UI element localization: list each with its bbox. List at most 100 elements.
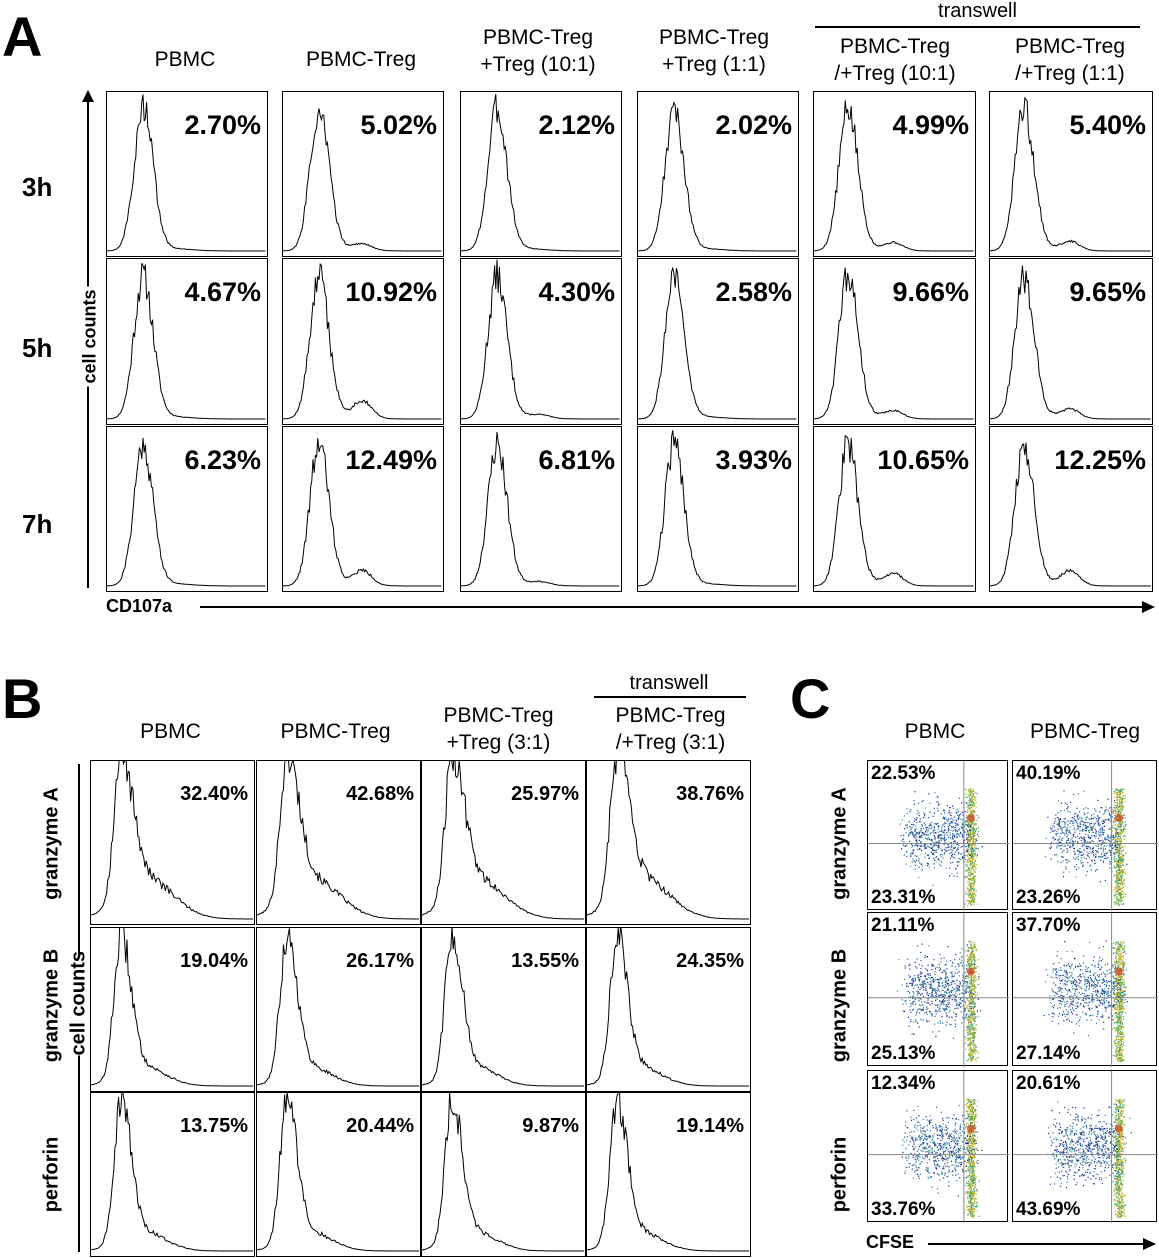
panel-c-bottom-percent-label: 25.13% [871, 1043, 935, 1065]
panel-a-col-head-3: PBMC-Treg+Treg (10:1) [458, 24, 618, 79]
panel-a-y-axis-label: cell counts [80, 287, 101, 387]
panel-c-letter: C [790, 666, 830, 731]
panel-c-x-arrow-head [1143, 1238, 1156, 1250]
panel-c-x-axis-label: CFSE [866, 1232, 914, 1253]
panel-a-col-head-5: PBMC-Treg/+Treg (10:1) [815, 33, 975, 88]
panel-b-row-granzyme-b: granzyme B [41, 936, 64, 1076]
panel-a-histogram-r3c4: 3.93% [637, 426, 799, 592]
panel-a-percent-label: 12.25% [1054, 445, 1146, 476]
panel-a-percent-label: 4.99% [892, 110, 969, 141]
panel-c-row-granzyme-a: granzyme A [829, 774, 852, 914]
panel-c-row-perforin: perforin [829, 1105, 852, 1245]
panel-b-histogram-r2c4: 24.35% [586, 927, 751, 1092]
panel-c-top-percent-label: 20.61% [1016, 1073, 1080, 1095]
panel-a-row-3h: 3h [22, 172, 52, 203]
panel-a-row-7h: 7h [22, 509, 52, 540]
panel-a-percent-label: 9.66% [892, 277, 969, 308]
panel-a-histogram-r2c4: 2.58% [637, 258, 799, 425]
panel-a-percent-label: 10.65% [877, 445, 969, 476]
panel-a-percent-label: 5.02% [360, 110, 437, 141]
panel-c-scatter-r1c1: 22.53% 23.31% [867, 760, 1008, 910]
panel-b-percent-label: 42.68% [346, 783, 414, 806]
panel-a-percent-label: 4.30% [538, 277, 615, 308]
panel-c-top-percent-label: 22.53% [871, 763, 935, 785]
panel-a-percent-label: 2.58% [715, 277, 792, 308]
panel-a-histogram-r3c2: 12.49% [282, 426, 444, 592]
panel-b-histogram-r2c3: 13.55% [421, 927, 586, 1092]
panel-a-percent-label: 10.92% [345, 277, 437, 308]
panel-c-scatter-r1c2: 40.19% 23.26% [1012, 760, 1157, 910]
panel-b-y-axis-label: cell counts [68, 956, 91, 1056]
panel-a-histogram-r2c2: 10.92% [282, 258, 444, 425]
panel-b-histogram-r1c4: 38.76% [586, 760, 751, 925]
panel-a-percent-label: 9.65% [1069, 277, 1146, 308]
panel-a-percent-label: 2.12% [538, 110, 615, 141]
panel-b-histogram-r1c3: 25.97% [421, 760, 586, 925]
panel-b-percent-label: 19.04% [180, 950, 248, 973]
panel-c-top-percent-label: 37.70% [1016, 915, 1080, 937]
panel-c-row-granzyme-b: granzyme B [829, 936, 852, 1076]
panel-b-percent-label: 13.55% [511, 950, 579, 973]
panel-b-percent-label: 20.44% [346, 1115, 414, 1138]
panel-a-histogram-r2c6: 9.65% [989, 258, 1153, 425]
panel-a-col-head-6: PBMC-Treg/+Treg (1:1) [990, 33, 1150, 88]
panel-a-histogram-r2c5: 9.66% [813, 258, 976, 425]
panel-b-histogram-r2c1: 19.04% [90, 927, 255, 1092]
panel-a-x-arrow-line [200, 606, 1144, 608]
panel-c-bottom-percent-label: 43.69% [1016, 1199, 1080, 1221]
panel-b-histogram-r3c1: 13.75% [90, 1092, 255, 1257]
panel-b-transwell-label: transwell [594, 672, 744, 695]
panel-c-col-head-2: PBMC-Treg [1013, 718, 1157, 745]
panel-b-histogram-r3c3: 9.87% [421, 1092, 586, 1257]
panel-c-top-percent-label: 21.11% [871, 915, 934, 937]
panel-a-histogram-r3c6: 12.25% [989, 426, 1153, 592]
panel-b-percent-label: 13.75% [180, 1115, 248, 1138]
panel-a-histogram-r1c5: 4.99% [813, 91, 976, 257]
panel-a-histogram-r3c5: 10.65% [813, 426, 976, 592]
panel-a-col-head-1: PBMC [105, 46, 265, 73]
panel-c-scatter-r3c2: 20.61% 43.69% [1012, 1070, 1157, 1222]
panel-a-histogram-r1c1: 2.70% [106, 91, 268, 257]
panel-a-x-axis-label: CD107a [106, 596, 172, 617]
panel-a-histogram-r2c1: 4.67% [106, 258, 268, 425]
panel-a-percent-label: 5.40% [1069, 110, 1146, 141]
panel-c-scatter-r2c2: 37.70% 27.14% [1012, 912, 1157, 1066]
panel-b-percent-label: 19.14% [676, 1115, 744, 1138]
panel-b-histogram-r3c2: 20.44% [256, 1092, 421, 1257]
panel-a-percent-label: 3.93% [715, 445, 792, 476]
panel-a-percent-label: 12.49% [345, 445, 437, 476]
panel-b-transwell-line [594, 696, 746, 698]
panel-c-top-percent-label: 12.34% [871, 1073, 935, 1095]
panel-b-col-head-4: PBMC-Treg/+Treg (3:1) [588, 702, 753, 757]
panel-a-percent-label: 2.02% [715, 110, 792, 141]
panel-a-letter: A [2, 4, 42, 69]
panel-b-histogram-r1c1: 32.40% [90, 760, 255, 925]
panel-b-histogram-r1c2: 42.68% [256, 760, 421, 925]
panel-a-histogram-r1c3: 2.12% [460, 91, 622, 257]
panel-b-percent-label: 25.97% [511, 783, 579, 806]
panel-b-percent-label: 26.17% [346, 950, 414, 973]
panel-a-y-arrow-head [82, 90, 94, 102]
panel-b-histogram-r2c2: 26.17% [256, 927, 421, 1092]
panel-a-percent-label: 2.70% [184, 110, 261, 141]
panel-a-histogram-r2c3: 4.30% [460, 258, 622, 425]
panel-a-percent-label: 4.67% [184, 277, 261, 308]
panel-b-percent-label: 9.87% [522, 1115, 579, 1138]
panel-c-col-head-1: PBMC [867, 718, 1003, 745]
panel-c-scatter-r3c1: 12.34%33.76% [867, 1070, 1008, 1222]
panel-b-percent-label: 32.40% [180, 783, 248, 806]
panel-a-row-5h: 5h [22, 333, 52, 364]
panel-b-percent-label: 38.76% [676, 783, 744, 806]
panel-c-bottom-percent-label: 23.31% [871, 887, 935, 909]
panel-b-percent-label: 24.35% [676, 950, 744, 973]
panel-b-col-head-2: PBMC-Treg [253, 718, 418, 745]
panel-c-bottom-percent-label: 23.26% [1016, 887, 1080, 909]
panel-a-col-head-2: PBMC-Treg [281, 46, 441, 73]
panel-c-bottom-percent-label: 27.14% [1016, 1043, 1080, 1065]
panel-a-transwell-line [815, 26, 1140, 28]
panel-c-top-percent-label: 40.19% [1016, 763, 1080, 785]
panel-a-percent-label: 6.81% [538, 445, 615, 476]
panel-a-x-arrow-head [1142, 601, 1155, 613]
panel-a-percent-label: 6.23% [184, 445, 261, 476]
panel-c-scatter-r2c1: 21.11% 25.13% [867, 912, 1008, 1066]
